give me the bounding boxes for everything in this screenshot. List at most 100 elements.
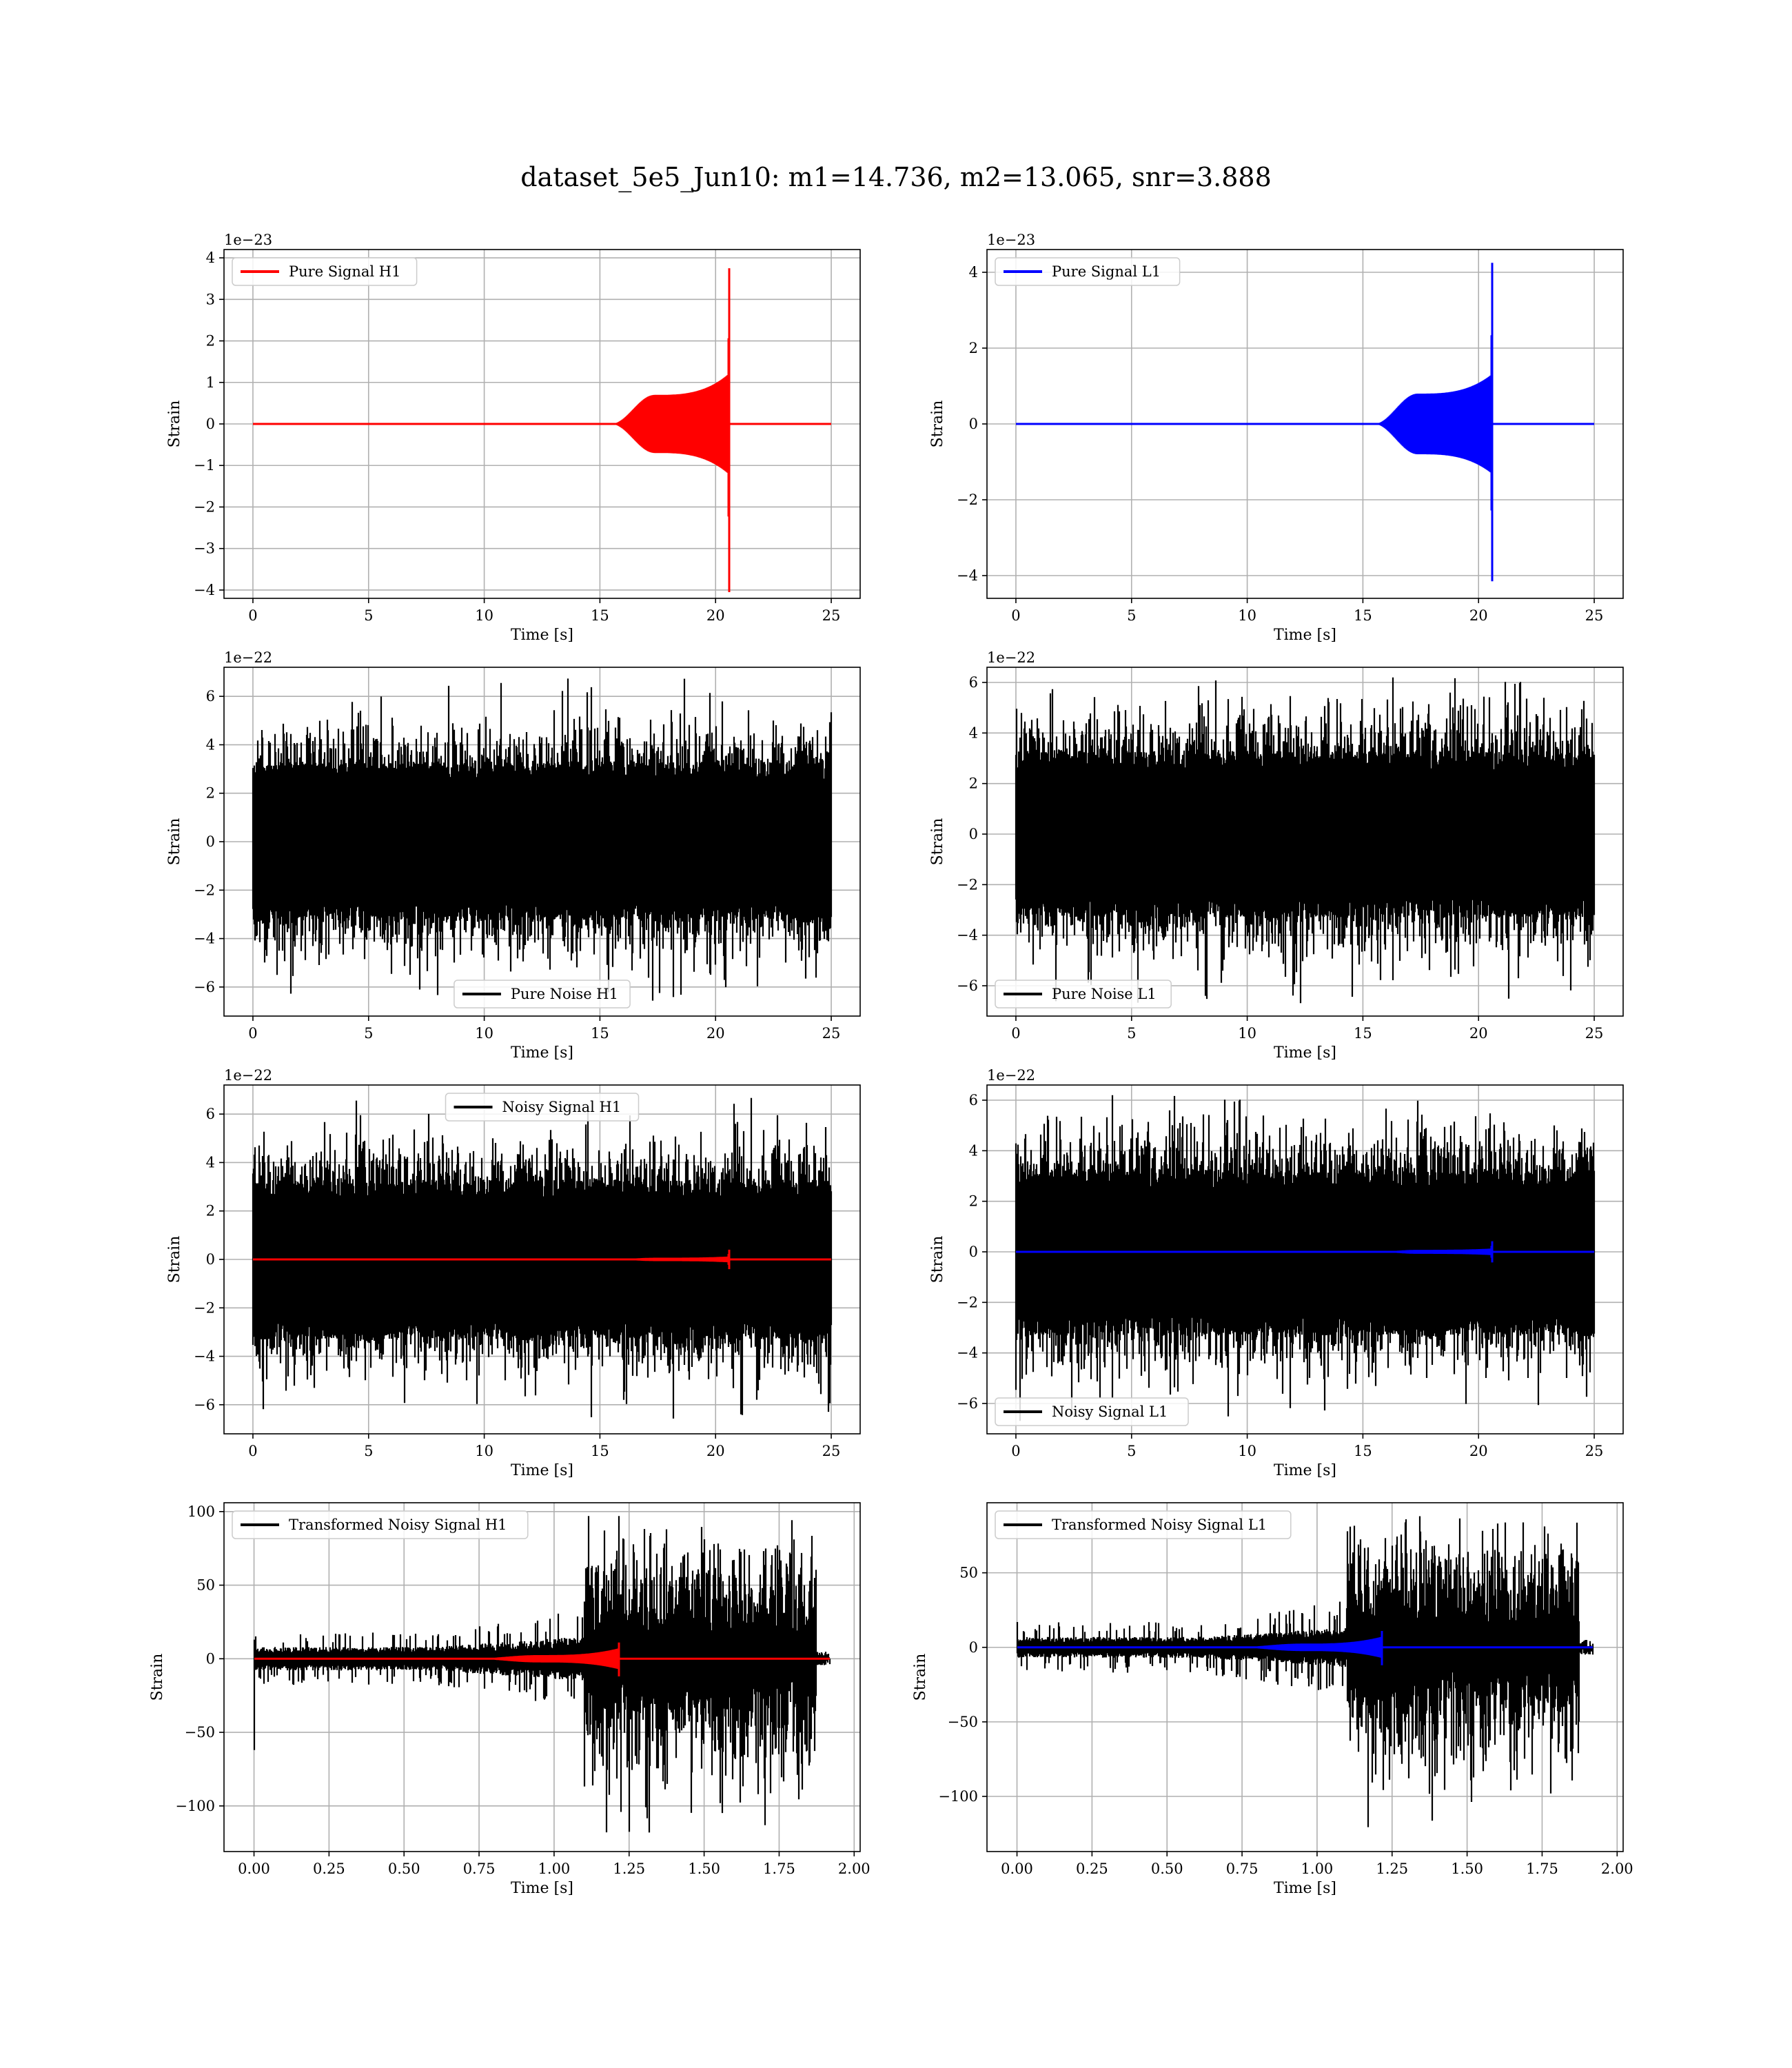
y-tick-label: −6 — [957, 977, 978, 994]
x-tick-label: 10 — [475, 607, 493, 624]
x-tick-label: 20 — [1469, 1443, 1488, 1459]
legend-label: Pure Noise L1 — [1052, 986, 1157, 1002]
chart-panel-transformed-noisy-signal-l1: 0.00 0.25 0.50 0.75 1.00 1.25 1.50 1.75 2.00 −100… — [912, 1502, 1633, 1897]
x-tick-label: 25 — [1585, 607, 1604, 624]
y-tick-label: 4 — [969, 1142, 978, 1159]
legend-box — [995, 1510, 1292, 1539]
x-tick-label: 5 — [1127, 1025, 1136, 1042]
x-tick-label: 0.50 — [1151, 1861, 1183, 1877]
legend-label: Pure Signal H1 — [289, 263, 400, 280]
legend: Transformed Noisy Signal H1 — [232, 1510, 529, 1539]
series-line-pure-signal-h1 — [253, 268, 831, 592]
x-tick-label: 25 — [822, 1443, 841, 1459]
x-tick-label: 10 — [475, 1443, 493, 1459]
axes-frame — [986, 1084, 1624, 1435]
x-axis-label: Time [s] — [511, 1462, 573, 1479]
x-tick-label: 10 — [1238, 1443, 1256, 1459]
legend-box — [232, 1510, 529, 1539]
y-tick-label: 4 — [206, 736, 215, 753]
y-tick-label: 0 — [206, 833, 215, 850]
x-tick-label: 0.25 — [1076, 1861, 1108, 1877]
legend: Pure Signal H1 — [232, 257, 418, 286]
y-tick-label: 3 — [206, 291, 215, 307]
y-tick-label: 2 — [969, 776, 978, 792]
y-tick-label: −6 — [194, 1397, 215, 1413]
y-tick-label: 6 — [969, 1092, 978, 1108]
y-tick-label: −1 — [194, 457, 215, 474]
legend-box — [445, 1093, 640, 1122]
x-tick-label: 0.00 — [238, 1861, 270, 1877]
chart-panel-pure-noise-l1: 0 5 10 15 20 25 −6 −4 −2 0 2 4 6 1e−22 Time [s] Strain P… — [929, 649, 1624, 1062]
axis-offset-text: 1e−22 — [987, 649, 1035, 666]
y-tick-label: 0 — [969, 1244, 978, 1260]
legend-box — [995, 980, 1172, 1008]
x-tick-label: 25 — [822, 1025, 841, 1042]
legend-label: Pure Signal L1 — [1052, 263, 1161, 280]
x-tick-label: 0.25 — [313, 1861, 345, 1877]
series-line-transformed-noisy-signal-l1-signal-1 — [1017, 1631, 1593, 1665]
y-tick-label: 50 — [196, 1577, 215, 1594]
y-axis-label: Strain — [166, 401, 183, 448]
y-tick-label: 2 — [969, 340, 978, 356]
y-tick-label: 4 — [206, 1154, 215, 1170]
x-tick-label: 0 — [1011, 1443, 1020, 1459]
y-axis-label: Strain — [912, 1654, 929, 1701]
chart-panel-transformed-noisy-signal-h1: 0.00 0.25 0.50 0.75 1.00 1.25 1.50 1.75 2.00 −100… — [149, 1502, 870, 1897]
x-tick-label: 0 — [1011, 607, 1020, 624]
series-line-pure-noise-l1 — [1015, 677, 1596, 1004]
legend: Pure Noise L1 — [995, 980, 1172, 1008]
x-tick-label: 0.75 — [1226, 1861, 1259, 1877]
y-tick-label: 4 — [969, 264, 978, 281]
y-axis-label: Strain — [929, 1236, 946, 1284]
y-tick-label: 2 — [969, 1193, 978, 1210]
axis-offset-text: 1e−23 — [987, 232, 1035, 248]
legend-label: Noisy Signal H1 — [502, 1099, 622, 1115]
y-tick-label: 0 — [206, 416, 215, 432]
y-tick-label: 6 — [206, 688, 215, 704]
x-tick-label: 5 — [364, 1443, 373, 1459]
legend-box — [995, 257, 1181, 286]
y-axis-label: Strain — [929, 401, 946, 448]
series-line-pure-noise-h1 — [252, 678, 833, 1001]
y-tick-label: −2 — [194, 498, 215, 515]
axes-frame — [223, 1502, 861, 1852]
y-tick-label: −2 — [957, 1294, 978, 1310]
x-tick-label: 20 — [706, 1443, 725, 1459]
axis-offset-text: 1e−22 — [987, 1067, 1035, 1084]
series-line-pure-signal-l1 — [1016, 263, 1594, 582]
y-tick-label: 2 — [206, 333, 215, 349]
y-tick-label: 0 — [969, 826, 978, 842]
x-tick-label: 15 — [1354, 1443, 1372, 1459]
y-tick-label: −6 — [957, 1395, 978, 1412]
legend: Noisy Signal H1 — [445, 1093, 640, 1122]
legend-label: Pure Noise H1 — [511, 986, 618, 1002]
axes-frame — [986, 667, 1624, 1017]
y-tick-label: −4 — [194, 931, 215, 947]
x-tick-label: 5 — [1127, 607, 1136, 624]
legend-label: Noisy Signal L1 — [1052, 1403, 1168, 1420]
x-tick-label: 0 — [248, 607, 257, 624]
x-tick-label: 1.25 — [613, 1861, 645, 1877]
chart-panel-pure-noise-h1: 0 5 10 15 20 25 −6 −4 −2 0 2 4 6 1e−22 Time [s] Strain P… — [166, 649, 861, 1062]
legend: Noisy Signal L1 — [995, 1397, 1189, 1426]
x-axis-label: Time [s] — [1274, 1044, 1336, 1062]
x-tick-label: 25 — [1585, 1443, 1604, 1459]
chart-panel-noisy-signal-h1: 0 5 10 15 20 25 −6 −4 −2 0 2 4 6 1e−22 Time [s] Strain N… — [166, 1067, 861, 1479]
x-tick-label: 15 — [591, 1443, 609, 1459]
y-tick-label: −50 — [948, 1714, 978, 1730]
series-line-noisy-signal-l1-signal-1 — [1016, 1241, 1594, 1263]
y-axis-label: Strain — [166, 818, 183, 866]
x-tick-label: 1.50 — [688, 1861, 720, 1877]
x-tick-label: 15 — [1354, 607, 1372, 624]
legend-box — [232, 257, 418, 286]
y-tick-label: −100 — [938, 1788, 978, 1805]
y-axis-label: Strain — [149, 1654, 166, 1701]
y-axis-label: Strain — [166, 1236, 183, 1284]
legend: Transformed Noisy Signal L1 — [995, 1510, 1292, 1539]
y-tick-label: 0 — [969, 1639, 978, 1656]
legend: Pure Signal L1 — [995, 257, 1181, 286]
figure-title: dataset_5e5_Jun10: m1=14.736, m2=13.065,… — [520, 162, 1272, 193]
x-tick-label: 25 — [822, 607, 841, 624]
x-tick-label: 1.50 — [1451, 1861, 1483, 1877]
